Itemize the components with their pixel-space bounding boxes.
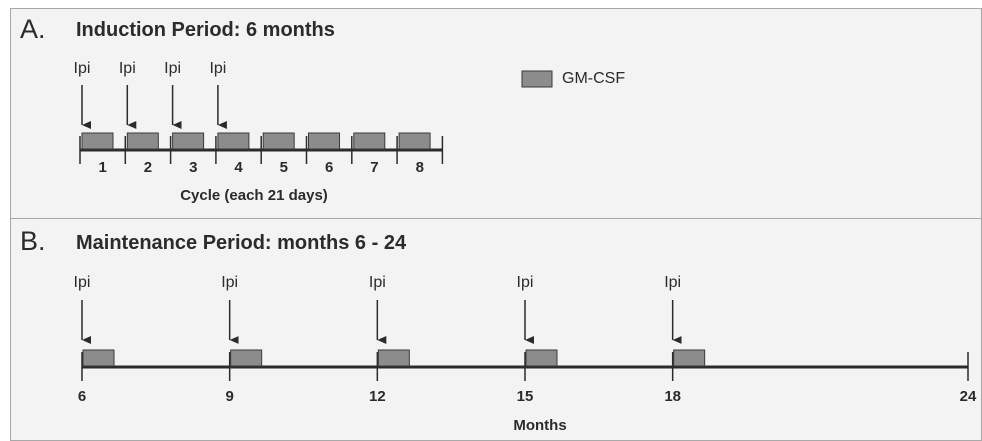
ipi-label: Ipi [516,274,534,291]
cycle-number: 5 [279,159,289,176]
panel-b-letter: B. [20,226,46,256]
panel-a-letter: A. [20,14,46,44]
ipi-label: Ipi [73,60,91,77]
month-tick-label: 6 [77,388,87,405]
months-axis-title: Months [513,417,567,434]
gm-csf-block [262,132,295,150]
gm-csf-block [81,132,114,150]
gm-csf-block [525,349,558,367]
cycle-number: 8 [415,159,424,176]
month-tick-label: 12 [368,388,386,405]
cycle-number: 6 [324,159,334,176]
gm-csf-block [82,349,115,367]
gm-csf-block [398,132,431,150]
cycle-number: 7 [370,159,379,176]
ipi-label: Ipi [164,60,182,77]
gm-csf-block [673,349,706,367]
gm-csf-block [126,132,159,150]
gm-csf-block [172,132,205,150]
ipi-label: Ipi [118,60,136,77]
ipi-label: Ipi [368,274,386,291]
cycle-axis-title: Cycle (each 21 days) [180,187,328,204]
cycle-number: 2 [143,159,153,176]
legend-swatch [521,70,553,88]
ipi-label: Ipi [221,274,239,291]
ipi-label: Ipi [73,274,91,291]
month-tick-label: 15 [516,388,534,405]
panel-b-title: Maintenance Period: months 6 - 24 [76,232,407,254]
month-tick-label: 18 [664,388,681,405]
gm-csf-block [308,132,340,150]
cycle-number: 3 [189,159,198,176]
gm-csf-block [353,132,386,150]
cycle-number: 4 [234,159,243,176]
month-tick-label: 9 [225,388,234,405]
panel-a-title: Induction Period: 6 months [76,19,335,41]
ipi-label: Ipi [664,274,682,291]
cycle-number: 1 [98,159,107,176]
ipi-label: Ipi [209,60,227,77]
gm-csf-block [377,349,410,367]
maintenance-panel [10,218,982,441]
month-tick-label: 24 [959,388,977,405]
legend-label: GM-CSF [562,70,626,87]
gm-csf-block [230,349,263,367]
gm-csf-block [217,132,250,150]
